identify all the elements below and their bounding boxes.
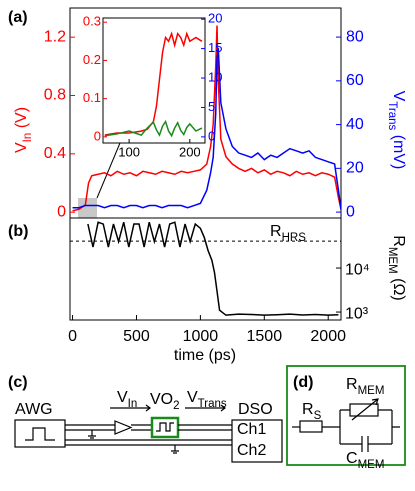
variable-arrow <box>351 398 379 421</box>
awg-box <box>14 419 66 448</box>
y2-tick-label: 20 <box>346 160 364 177</box>
y2-axis-label: VTrans (mV) <box>386 91 407 170</box>
reference-label-part: R <box>270 223 282 240</box>
x-axis-label: time (ps) <box>174 347 236 364</box>
y-tick-label: 1.2 <box>44 28 66 45</box>
y-tick-label: 10⁴ <box>345 261 370 278</box>
inset-connector <box>96 142 121 199</box>
panel-label: (c) <box>8 374 28 391</box>
ch2-label: Ch2 <box>237 442 266 459</box>
amplifier <box>114 420 133 435</box>
y2-tick-label: 20 <box>208 11 222 26</box>
plot-frame <box>69 217 342 321</box>
x-tick-label: 0 <box>68 328 77 345</box>
v-trans-label-part: V <box>187 389 198 406</box>
y-tick-label: 0 <box>94 128 101 143</box>
reference-label: RHRS <box>270 223 306 244</box>
y2-axis-label-part: R <box>390 235 407 247</box>
r-mem-label: RMEM <box>346 376 384 397</box>
y2-tick-label: 0 <box>346 203 355 220</box>
y2-tick-label: 80 <box>346 28 364 45</box>
v-in-label: VIn <box>117 389 137 410</box>
device-label: VO2 <box>150 391 180 412</box>
data-line <box>87 221 339 316</box>
pulse-icon <box>25 427 55 441</box>
y-tick-label: 10³ <box>345 305 369 322</box>
device-label-part: 2 <box>173 400 179 412</box>
y2-tick-label: 10 <box>208 69 222 84</box>
v-in-label-part: V <box>117 389 128 406</box>
device-icon <box>156 422 174 432</box>
c-mem-label-part: C <box>346 450 358 467</box>
data-line <box>104 31 203 136</box>
inset-region <box>78 198 97 218</box>
y2-axis-label-part: Trans <box>386 101 398 130</box>
y2-tick-label: 5 <box>208 99 215 114</box>
dso-box <box>231 419 283 463</box>
x-tick-label: 200 <box>179 144 201 159</box>
x-tick-label: 100 <box>118 144 140 159</box>
y2-tick-label: 15 <box>208 40 222 55</box>
y2-axis-label-part: (Ω) <box>390 274 407 301</box>
awg-label: AWG <box>15 401 53 418</box>
reference-label-part: HRS <box>282 232 307 244</box>
r-mem-label-part: MEM <box>358 385 385 397</box>
y2-axis-label-part: (mV) <box>390 130 407 169</box>
resistor <box>299 420 323 433</box>
r-s-label-part: S <box>314 410 322 422</box>
y-tick-label: 0.8 <box>44 87 66 104</box>
device-box <box>150 416 180 439</box>
circuit-c <box>14 365 406 466</box>
y-axis-label-part: In <box>22 133 34 143</box>
r-mem-label-part: R <box>346 376 358 393</box>
y2-axis-label-part: V <box>390 91 407 102</box>
x-tick-label: 500 <box>123 328 150 345</box>
y-tick-label: 0 <box>57 203 66 220</box>
r-s-label-part: R <box>302 401 314 418</box>
data-line <box>72 25 341 212</box>
v-trans-label-part: Trans <box>198 398 227 410</box>
y-tick-label: 0.1 <box>83 90 101 105</box>
y2-tick-label: 60 <box>346 72 364 89</box>
ground <box>88 430 179 454</box>
device-label-part: VO <box>150 391 173 408</box>
y-tick-label: 0.2 <box>83 52 101 67</box>
y2-tick-label: 0 <box>208 128 215 143</box>
c-mem-label: CMEM <box>346 450 384 471</box>
x-tick-label: 1500 <box>247 328 283 345</box>
memristor <box>349 403 379 417</box>
y-axis-label-part: (V) <box>13 107 30 133</box>
y2-axis-label-part: MEM <box>386 247 398 274</box>
data-line <box>104 119 203 138</box>
v-trans-label: VTrans <box>187 389 227 410</box>
r-s-label: RS <box>302 401 322 422</box>
y-tick-label: 0.3 <box>83 14 101 29</box>
y-axis-label-part: V <box>13 142 30 153</box>
v-in-label-part: In <box>128 398 138 410</box>
panel-label: (b) <box>8 223 28 240</box>
y2-axis-label: RMEM (Ω) <box>386 235 407 301</box>
y-axis-label: VIn (V) <box>13 107 34 153</box>
arrows <box>110 404 226 412</box>
wire <box>322 409 400 452</box>
ch1-label: Ch1 <box>237 421 266 438</box>
c-mem-label-part: MEM <box>358 459 385 471</box>
x-tick-label: 2000 <box>310 328 346 345</box>
y-tick-label: 0.4 <box>44 145 66 162</box>
panel-label: (d) <box>293 374 313 391</box>
panel-label: (a) <box>8 9 28 26</box>
data-line <box>72 47 341 211</box>
x-tick-label: 1000 <box>183 328 219 345</box>
dso-label: DSO <box>238 401 273 418</box>
panel-d-box <box>286 365 406 466</box>
y2-tick-label: 40 <box>346 116 364 133</box>
